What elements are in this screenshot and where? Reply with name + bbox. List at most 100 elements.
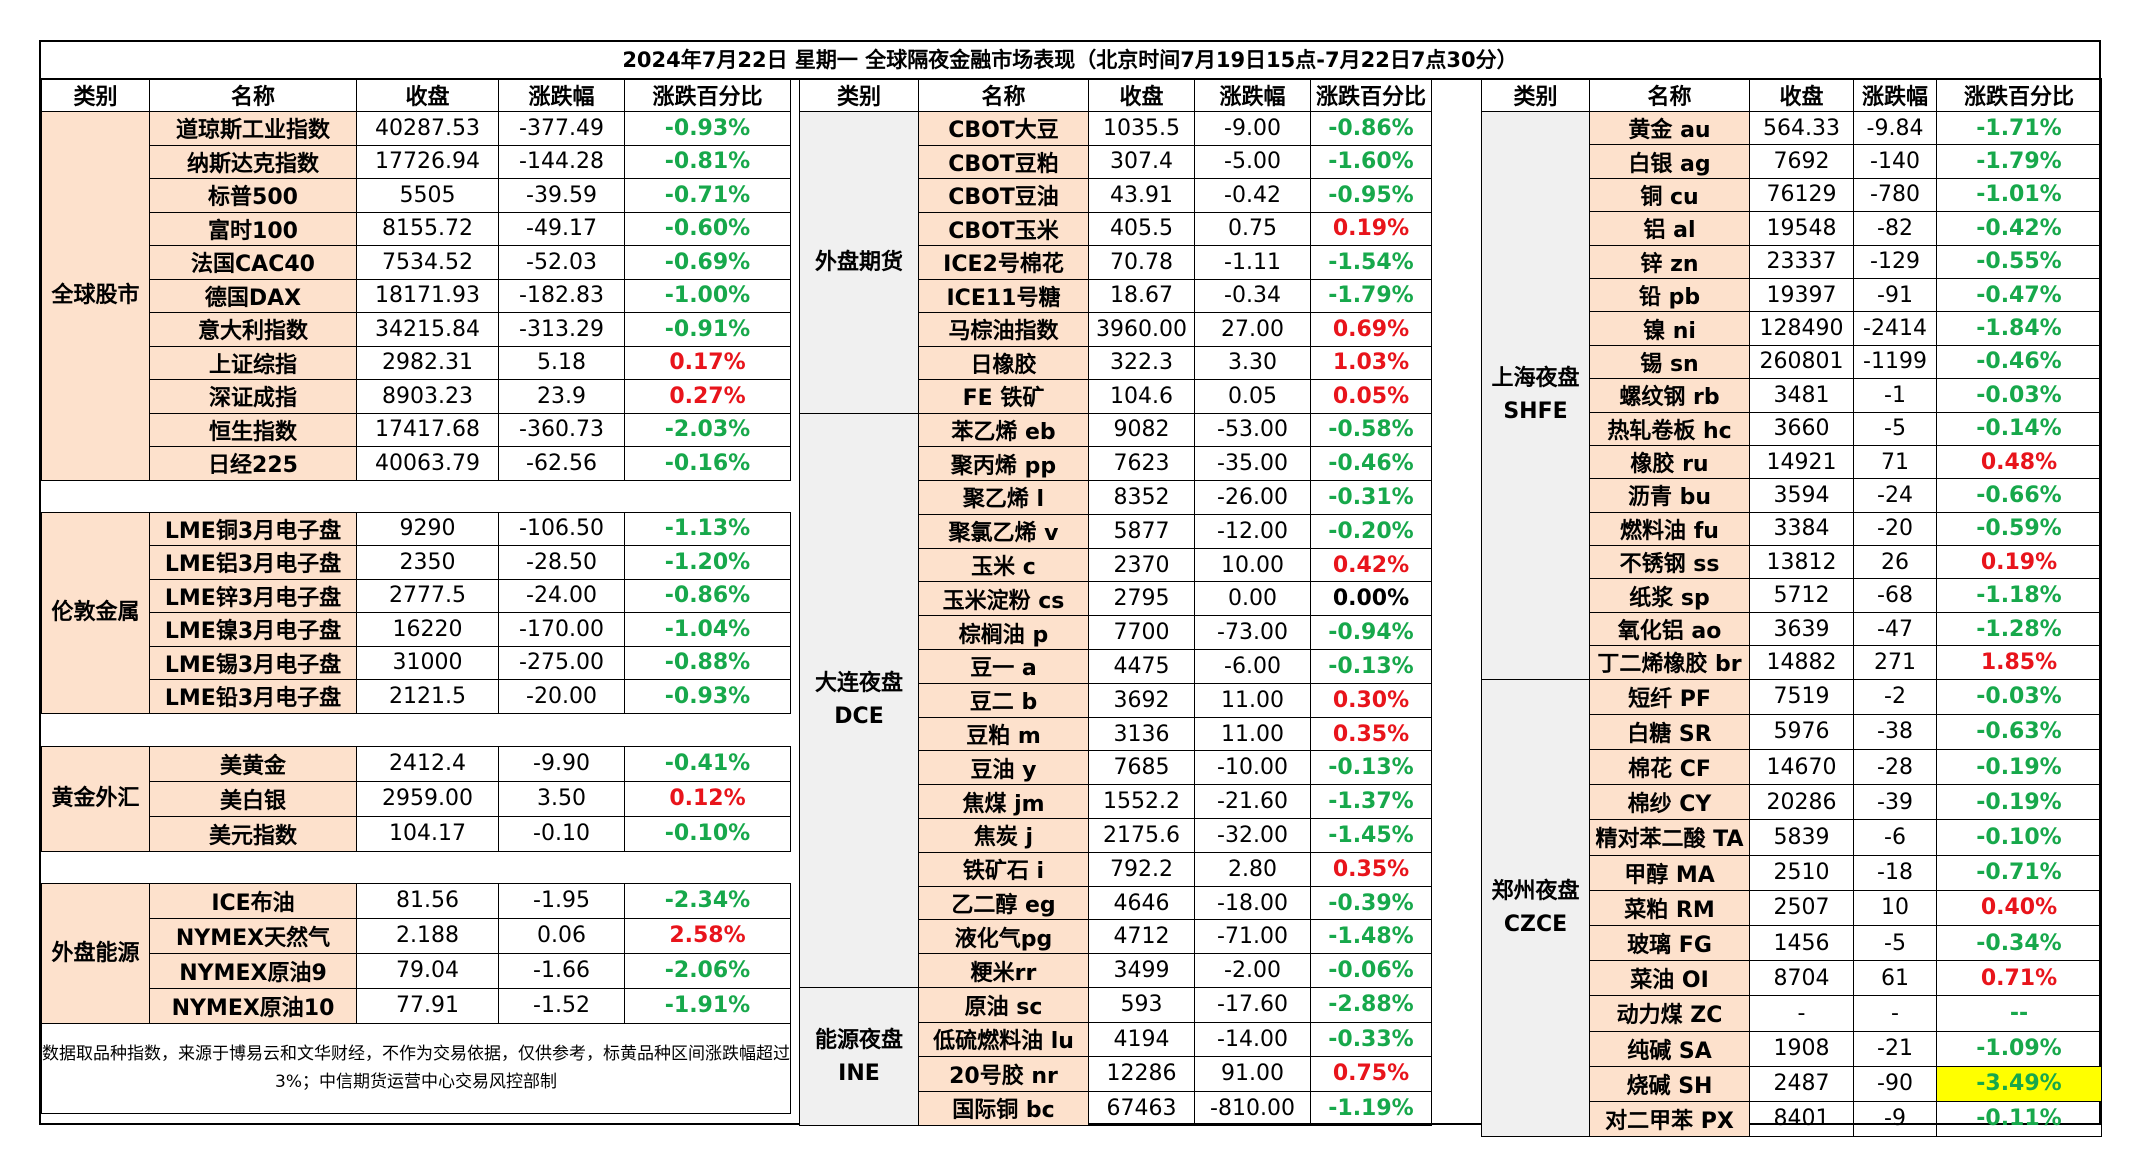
table-row: 对二甲苯 PX 8401 -9 -0.11% [1482,1100,2102,1138]
change-percent: -0.71% [624,178,791,213]
change-percent: -0.03% [1936,378,2102,413]
instrument-name: CBOT豆粕 [918,144,1089,179]
instrument-name: LME铜3月电子盘 [149,511,357,546]
change-value: 10.00 [1194,547,1311,583]
change-value: -38 [1853,713,1937,751]
change-value: 0.06 [498,917,625,954]
report-title: 2024年7月22日 星期一 全球隔夜金融市场表现（北京时间7月19日15点-7… [41,42,2099,80]
table-row: 豆一 a 4475 -6.00 -0.13% [800,649,1432,684]
change-value: 0.05 [1194,379,1311,414]
change-value: 5.18 [498,345,625,380]
close-value: 14670 [1749,749,1854,786]
table-row: 标普500 5505 -39.59 -0.71% [42,178,791,213]
close-value: 14882 [1749,645,1854,680]
instrument-name: 短纤 PF [1589,678,1750,715]
instrument-name: 纯碱 SA [1589,1030,1750,1067]
instrument-name: 螺纹钢 rb [1589,378,1750,413]
change-percent: -1.45% [1310,818,1432,853]
change-percent: -0.39% [1310,885,1432,921]
close-value: 2507 [1749,889,1854,926]
close-value: 9082 [1088,412,1195,448]
change-value: -82 [1853,211,1937,246]
table-row: 锡 sn 260801 -1199 -0.46% [1482,344,2102,380]
change-percent: -0.46% [1310,446,1432,482]
change-value: -1.66 [498,952,625,989]
instrument-name: 烧碱 SH [1589,1065,1750,1102]
middle-col-header: 涨跌幅 [1194,78,1311,112]
change-value: -5 [1853,411,1937,446]
change-value: 27.00 [1194,312,1311,347]
close-value: 2412.4 [356,745,499,782]
right-col-header: 名称 [1589,78,1750,112]
table-row: 深证成指 8903.23 23.9 0.27% [42,379,791,414]
close-value: 5839 [1749,819,1854,856]
table-row: 焦炭 j 2175.6 -32.00 -1.45% [800,818,1432,853]
table-row: FE 铁矿 104.6 0.05 0.05% [800,379,1432,414]
category-cell: 大连夜盘 DCE [799,412,919,989]
table-row: 日经225 40063.79 -62.56 -0.16% [42,446,791,481]
close-value: 564.33 [1749,110,1854,146]
close-value: 3594 [1749,478,1854,513]
change-value: -20 [1853,511,1937,547]
table-row: 菜粕 RM 2507 10 0.40% [1482,889,2102,926]
instrument-name: 聚乙烯 l [918,480,1089,515]
change-value: -17.60 [1194,987,1311,1023]
change-percent: -0.13% [1310,750,1432,786]
spacer-row [41,479,791,513]
change-percent: -1.19% [1310,1090,1432,1127]
category-cell: 伦敦金属 [41,511,150,714]
change-percent: 0.19% [1310,211,1432,246]
close-value: 3384 [1749,511,1854,547]
table-row: LME铅3月电子盘 2121.5 -20.00 -0.93% [42,679,791,714]
change-value: -6.00 [1194,649,1311,684]
left-header-row: 类别 名称 收盘 涨跌幅 涨跌百分比 [41,78,791,112]
table-row: 菜油 OI 8704 61 0.71% [1482,960,2102,997]
instrument-name: 铁矿石 i [918,851,1089,887]
change-value: 11.00 [1194,716,1311,752]
change-percent: -0.41% [624,745,791,782]
table-row: 低硫燃料油 lu 4194 -14.00 -0.33% [800,1021,1432,1058]
instrument-name: NYMEX原油10 [149,987,357,1024]
instrument-name: 对二甲苯 PX [1589,1100,1750,1138]
right-header-row: 类别 名称 收盘 涨跌幅 涨跌百分比 [1481,78,2102,112]
change-value: 0.75 [1194,211,1311,246]
change-percent: -1.01% [1936,177,2102,213]
close-value: 2487 [1749,1065,1854,1102]
close-value: 104.6 [1088,379,1195,414]
change-percent: -0.63% [1936,713,2102,751]
table-row: 铅 pb 19397 -91 -0.47% [1482,277,2102,313]
change-value: -32.00 [1194,818,1311,853]
change-percent: -0.88% [624,645,791,680]
instrument-name: LME铅3月电子盘 [149,679,357,714]
close-value: 104.17 [356,815,499,852]
change-value: -9 [1853,1100,1937,1138]
close-value: 405.5 [1088,211,1195,246]
spacer-cell [41,850,791,884]
change-value: -21 [1853,1030,1937,1067]
change-percent: -0.95% [1310,178,1432,213]
close-value: 5505 [356,178,499,213]
close-value: 322.3 [1088,345,1195,380]
close-value: 2777.5 [356,578,499,613]
category-cell: 全球股市 [41,111,150,481]
table-row: LME锡3月电子盘 31000 -275.00 -0.88% [42,645,791,680]
close-value: 5976 [1749,713,1854,751]
change-percent: -1.13% [624,511,791,546]
instrument-name: 原油 sc [918,987,1089,1023]
table-row: 沥青 bu 3594 -24 -0.66% [1482,478,2102,513]
change-value: -313.29 [498,312,625,347]
change-percent: -1.28% [1936,611,2102,647]
change-percent: -0.47% [1936,277,2102,313]
table-row: 焦煤 jm 1552.2 -21.60 -1.37% [800,784,1432,820]
close-value: 3481 [1749,378,1854,413]
change-percent: 0.75% [1310,1056,1432,1092]
instrument-name: 玉米淀粉 cs [918,581,1089,617]
change-percent: -3.49% [1936,1065,2102,1102]
change-value: -1.11 [1194,245,1311,280]
instrument-name: 铝 al [1589,211,1750,246]
change-percent: -0.93% [624,679,791,714]
change-value: -28 [1853,749,1937,786]
instrument-name: 马棕油指数 [918,312,1089,347]
change-value: -377.49 [498,111,625,146]
close-value: 81.56 [356,882,499,919]
